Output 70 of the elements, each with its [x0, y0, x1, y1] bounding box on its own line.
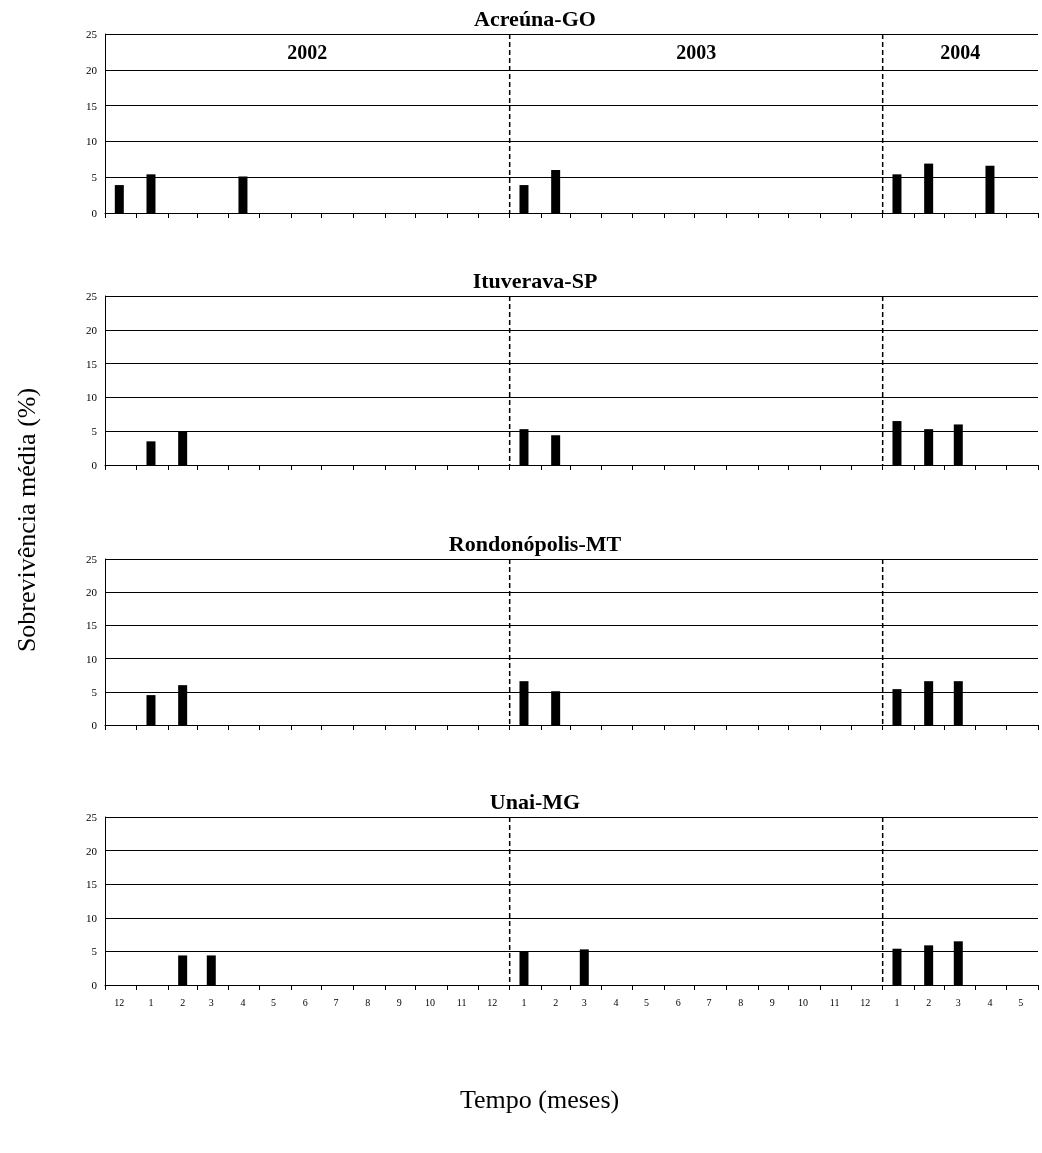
x-tick-label: 10 — [424, 996, 435, 1008]
x-axis-title: Tempo (meses) — [460, 1085, 620, 1115]
y-tick-label: 20 — [86, 63, 98, 76]
x-tick-label: 8 — [365, 996, 371, 1008]
x-tick-label: 10 — [797, 996, 808, 1008]
bar — [178, 955, 188, 985]
y-tick-label: 25 — [86, 28, 98, 40]
annotation: 2003 — [676, 41, 717, 63]
x-tick-label: 5 — [1018, 996, 1024, 1008]
x-tick-label: 2 — [926, 996, 932, 1008]
chart-title: Rondonópolis-MT — [448, 530, 622, 556]
y-tick-label: 15 — [86, 99, 98, 112]
y-tick-label: 25 — [86, 553, 98, 565]
y-tick-label: 15 — [86, 357, 98, 370]
bar — [146, 441, 156, 465]
x-tick-label: 4 — [613, 996, 619, 1008]
x-tick-label: 9 — [769, 996, 775, 1008]
y-tick-label: 5 — [91, 425, 98, 438]
x-tick-label: 6 — [675, 996, 681, 1008]
chart-title: Unai-MG — [489, 788, 581, 814]
x-tick-label: 2 — [553, 996, 559, 1008]
annotation: 2002 — [287, 41, 328, 63]
y-tick-label: 20 — [86, 586, 98, 599]
y-tick-label: 10 — [86, 652, 98, 665]
chart-title: Acreúna-GO — [474, 5, 596, 31]
y-axis-title: Sobrevivência média (%) — [12, 387, 43, 653]
x-tick-label: 6 — [302, 996, 308, 1008]
x-tick-label: 5 — [644, 996, 650, 1008]
y-tick-label: 0 — [91, 979, 98, 991]
y-tick-label: 15 — [86, 878, 98, 891]
y-tick-label: 10 — [86, 135, 98, 148]
x-tick-label: 3 — [581, 996, 587, 1008]
x-tick-label: 3 — [955, 996, 961, 1008]
chart-title: Ituverava-SP — [472, 267, 598, 293]
x-tick-label: 3 — [208, 996, 214, 1008]
y-tick-label: 0 — [91, 459, 98, 471]
y-tick-label: 0 — [91, 207, 98, 219]
x-tick-label: 1 — [521, 996, 527, 1008]
x-tick-label: 8 — [738, 996, 744, 1008]
bar — [206, 955, 216, 985]
y-tick-label: 5 — [91, 171, 98, 184]
x-tick-label: 7 — [706, 996, 712, 1008]
x-tick-label: 4 — [240, 996, 246, 1008]
y-tick-label: 20 — [86, 323, 98, 336]
y-tick-label: 10 — [86, 911, 98, 924]
bar — [551, 435, 561, 465]
bar — [519, 185, 529, 213]
x-tick-label: 11 — [456, 996, 467, 1008]
x-tick-label: 12 — [487, 996, 498, 1008]
x-tick-label: 9 — [396, 996, 402, 1008]
x-tick-label: 5 — [271, 996, 277, 1008]
y-tick-label: 25 — [86, 811, 98, 823]
x-tick-label: 7 — [333, 996, 339, 1008]
y-tick-label: 10 — [86, 391, 98, 404]
x-tick-label: 12 — [114, 996, 125, 1008]
x-tick-label: 1 — [894, 996, 900, 1008]
y-tick-label: 25 — [86, 290, 98, 302]
x-tick-label: 4 — [987, 996, 993, 1008]
x-tick-label: 2 — [180, 996, 186, 1008]
y-tick-label: 5 — [91, 945, 98, 958]
x-tick-label: 11 — [829, 996, 840, 1008]
x-tick-label: 12 — [860, 996, 871, 1008]
x-tick-label: 1 — [148, 996, 154, 1008]
y-tick-label: 15 — [86, 619, 98, 632]
y-tick-label: 5 — [91, 685, 98, 698]
bar — [146, 695, 156, 725]
y-tick-label: 20 — [86, 844, 98, 857]
y-tick-label: 0 — [91, 719, 98, 731]
bar — [114, 185, 124, 213]
annotation: 2004 — [940, 41, 981, 63]
